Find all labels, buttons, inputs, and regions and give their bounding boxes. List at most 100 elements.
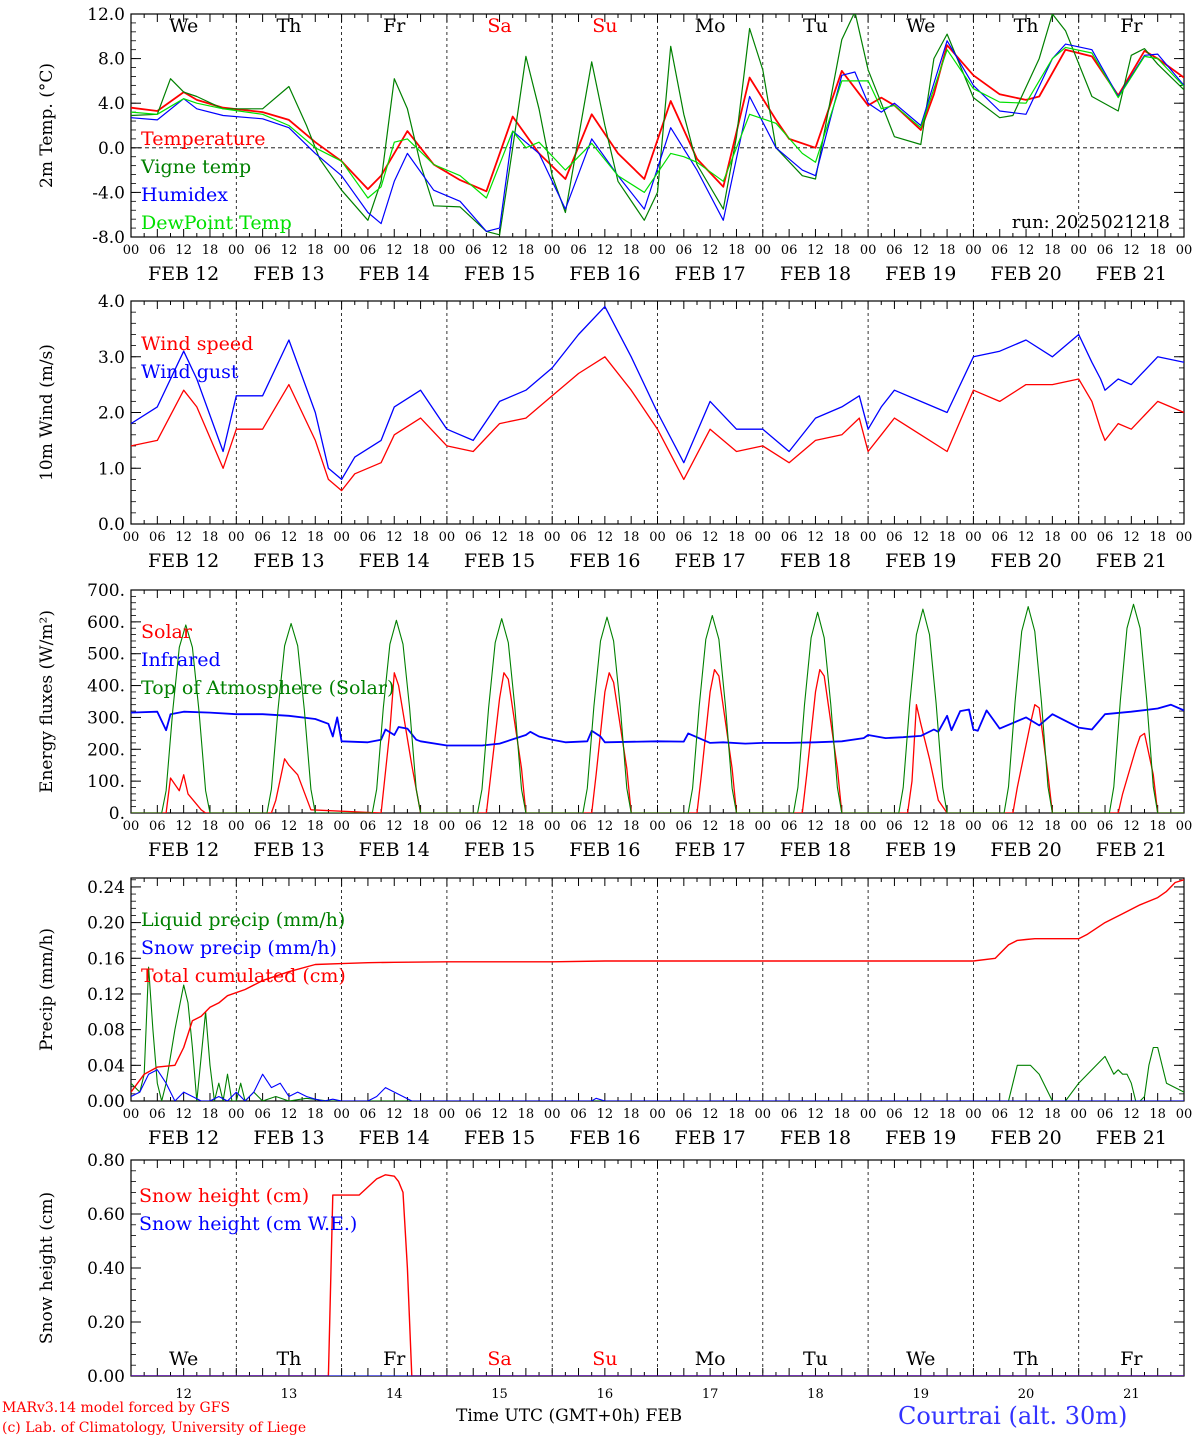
hour-tick-label: 06	[991, 530, 1008, 545]
legend-entry: Total cumulated (cm)	[141, 965, 346, 987]
legend-entry: Temperature	[141, 128, 265, 150]
hour-tick-label: 12	[702, 1107, 719, 1122]
hour-tick-label: 00	[228, 1107, 245, 1122]
hour-tick-label: 12	[912, 1107, 929, 1122]
date-label: FEB 18	[780, 1127, 851, 1149]
series-line	[131, 356, 1184, 492]
y-tick-label: 0.0	[98, 139, 125, 159]
hour-tick-label: 18	[412, 243, 429, 258]
legend-entry: Snow height (cm)	[139, 1185, 309, 1207]
hour-tick-label: 06	[465, 819, 482, 834]
hour-tick-label: 12	[1123, 243, 1140, 258]
hour-tick-label: 12	[597, 819, 614, 834]
date-label: FEB 16	[569, 839, 640, 861]
hour-tick-label: 12	[702, 530, 719, 545]
y-tick-label: 12.0	[87, 5, 125, 25]
day-number-label: 13	[281, 1387, 298, 1402]
hour-tick-label: 06	[676, 243, 693, 258]
date-label: FEB 17	[675, 839, 746, 861]
date-label: FEB 19	[885, 1127, 956, 1149]
hour-tick-label: 12	[807, 243, 824, 258]
hour-tick-label: 18	[623, 819, 640, 834]
weekday-label: Th	[1014, 15, 1039, 37]
hour-tick-label: 18	[834, 243, 851, 258]
hour-tick-label: 18	[518, 243, 535, 258]
hour-tick-label: 12	[1123, 819, 1140, 834]
hour-tick-label: 00	[755, 243, 772, 258]
hour-tick-label: 00	[1070, 243, 1087, 258]
hour-tick-label: 00	[228, 243, 245, 258]
copyright-credit: (c) Lab. of Climatology, University of L…	[2, 1420, 307, 1436]
y-tick-label: 2.0	[98, 404, 125, 424]
hour-tick-label: 12	[175, 243, 192, 258]
date-label: FEB 17	[675, 263, 746, 285]
date-label: FEB 13	[253, 550, 324, 572]
hour-tick-label: 00	[123, 530, 140, 545]
hour-tick-label: 18	[1044, 819, 1061, 834]
date-label: FEB 20	[990, 550, 1061, 572]
panel-2: 0.0 1.0 2.0 3.0 4.0 00 06 12 18 00 06 12 18 00 06 12 18 0…	[37, 292, 1192, 572]
hour-tick-label: 00	[544, 243, 561, 258]
hour-tick-label: 12	[807, 819, 824, 834]
hour-tick-label: 00	[755, 819, 772, 834]
hour-tick-label: 00	[649, 819, 666, 834]
hour-tick-label: 12	[1018, 1107, 1035, 1122]
hour-tick-label: 12	[597, 530, 614, 545]
y-tick-label: 0.00	[87, 1367, 125, 1387]
hour-tick-label: 12	[1123, 530, 1140, 545]
hour-tick-label: 06	[1097, 819, 1114, 834]
legend-entry: Snow precip (mm/h)	[141, 937, 337, 959]
hour-tick-label: 06	[149, 530, 166, 545]
y-axis-label: Snow height (cm)	[37, 1192, 57, 1344]
y-tick-label: 200.	[87, 740, 125, 760]
date-label: FEB 12	[148, 263, 219, 285]
weekday-label: Mo	[695, 1348, 726, 1370]
date-label: FEB 19	[885, 550, 956, 572]
y-tick-label: 4.0	[98, 292, 125, 312]
hour-tick-label: 18	[412, 819, 429, 834]
hour-tick-label: 18	[939, 1107, 956, 1122]
hour-tick-label: 12	[597, 1107, 614, 1122]
hour-tick-label: 00	[649, 530, 666, 545]
hour-tick-label: 18	[834, 1107, 851, 1122]
hour-tick-label: 00	[649, 243, 666, 258]
date-label: FEB 16	[569, 1127, 640, 1149]
weekday-label: Su	[592, 1348, 617, 1370]
hour-tick-label: 12	[281, 1107, 298, 1122]
hour-tick-label: 18	[518, 1107, 535, 1122]
hour-tick-label: 00	[965, 819, 982, 834]
date-label: FEB 21	[1096, 550, 1167, 572]
hour-tick-label: 00	[228, 530, 245, 545]
hour-tick-label: 06	[360, 819, 377, 834]
y-tick-label: 100.	[87, 772, 125, 792]
hour-tick-label: 18	[307, 530, 324, 545]
series-line	[131, 668, 1184, 813]
hour-tick-label: 06	[781, 530, 798, 545]
hour-tick-label: 18	[412, 530, 429, 545]
hour-tick-label: 06	[254, 530, 271, 545]
hour-tick-label: 00	[965, 243, 982, 258]
hour-tick-label: 18	[834, 530, 851, 545]
hour-tick-label: 06	[570, 819, 587, 834]
y-tick-label: 0.24	[87, 878, 125, 898]
panel-3: 0. 100. 200. 300. 400. 500. 600. 700. 00 06 12 18 00…	[37, 581, 1192, 861]
y-tick-label: 0.80	[87, 1151, 125, 1171]
run-annotation: run: 2025021218	[1012, 212, 1170, 233]
series-line	[131, 305, 1184, 481]
weekday-label: Th	[276, 15, 301, 37]
weekday-label: We	[169, 15, 198, 37]
y-axis-label: 10m Wind (m/s)	[37, 344, 57, 481]
hour-tick-label: 18	[623, 530, 640, 545]
hour-tick-label: 18	[518, 530, 535, 545]
model-credit: MARv3.14 model forced by GFS	[2, 1400, 231, 1416]
hour-tick-label: 18	[412, 1107, 429, 1122]
hour-tick-label: 12	[912, 243, 929, 258]
date-label: FEB 15	[464, 550, 535, 572]
day-number-label: 20	[1018, 1387, 1035, 1402]
hour-tick-label: 00	[333, 243, 350, 258]
hour-tick-label: 06	[149, 243, 166, 258]
hour-tick-label: 12	[175, 819, 192, 834]
date-label: FEB 19	[885, 263, 956, 285]
date-label: FEB 18	[780, 263, 851, 285]
hour-tick-label: 00	[228, 819, 245, 834]
